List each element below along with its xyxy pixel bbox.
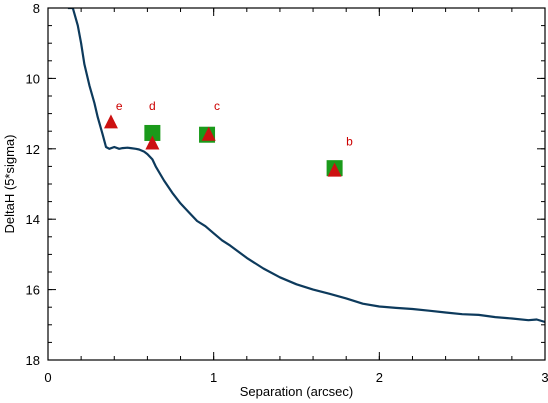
point-label-b: b bbox=[346, 134, 353, 148]
triangle-marker bbox=[327, 162, 342, 177]
y-tick-label: 12 bbox=[26, 142, 40, 157]
y-tick-label: 18 bbox=[26, 353, 40, 368]
y-tick-label: 10 bbox=[26, 71, 40, 86]
point-label-e: e bbox=[116, 99, 123, 113]
point-label-c: c bbox=[214, 99, 220, 113]
y-axis-title: DeltaH (5*sigma) bbox=[2, 135, 17, 234]
y-tick-label: 16 bbox=[26, 283, 40, 298]
y-tick-label: 14 bbox=[26, 212, 40, 227]
contrast-curve bbox=[67, 8, 545, 324]
y-tick-label: 8 bbox=[33, 1, 40, 16]
x-tick-label: 2 bbox=[376, 370, 383, 385]
triangle-marker bbox=[103, 114, 118, 129]
triangle-marker bbox=[201, 126, 216, 141]
plot-area bbox=[67, 8, 545, 324]
triangle-marker bbox=[145, 135, 160, 150]
x-tick-label: 1 bbox=[210, 370, 217, 385]
square-marker bbox=[144, 124, 161, 141]
plot-frame bbox=[47, 7, 546, 361]
x-tick-label: 0 bbox=[44, 370, 51, 385]
point-label-d: d bbox=[149, 99, 156, 113]
x-axis-title: Separation (arcsec) bbox=[240, 384, 353, 399]
x-tick-label: 3 bbox=[541, 370, 548, 385]
